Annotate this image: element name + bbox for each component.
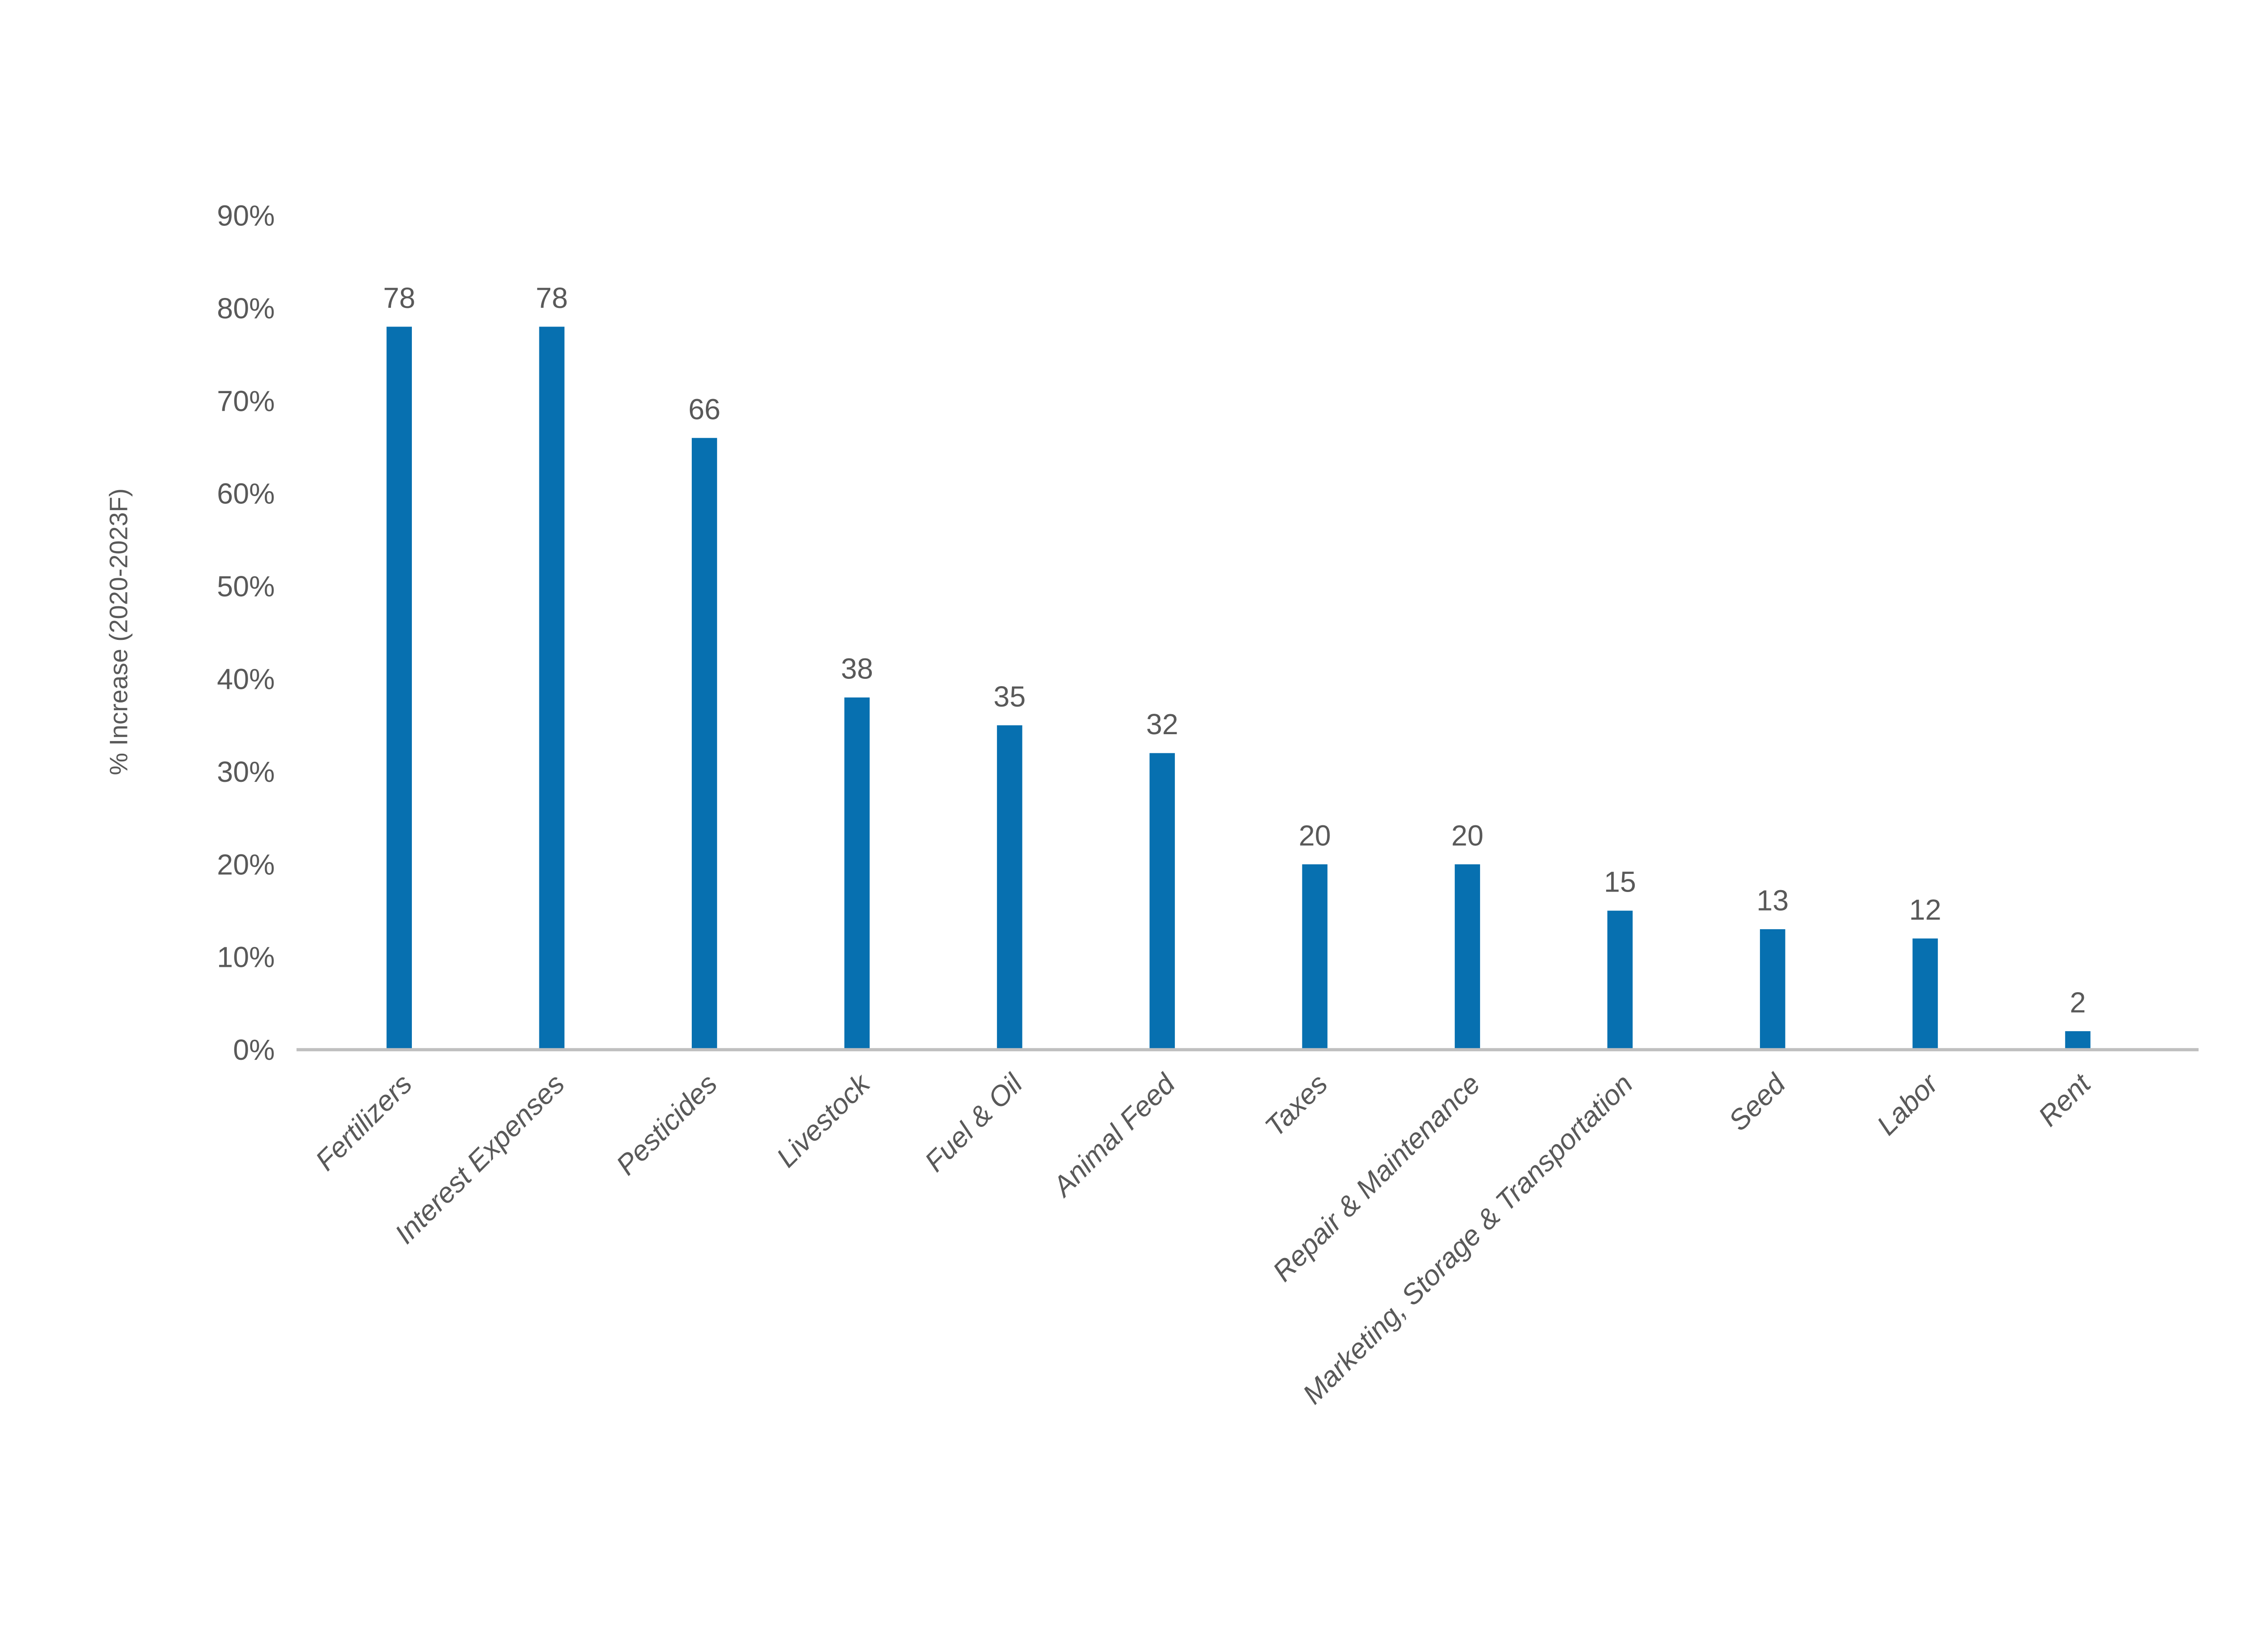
y-axis-tick-labels: 0% 10% 20% 30% 40% 50% 60% 70% 80% 90%: [217, 199, 275, 1066]
bar: [692, 438, 717, 1050]
bar-value-label: 35: [993, 680, 1026, 713]
bar-value-label: 66: [688, 393, 720, 425]
bar-value-label: 12: [1909, 893, 1941, 926]
bar: [2065, 1031, 2091, 1050]
bar-value-label: 78: [383, 282, 415, 314]
x-category-label: Fuel & Oil: [919, 1067, 1029, 1178]
x-category-label: Livestock: [771, 1067, 877, 1174]
bar: [1607, 911, 1633, 1050]
x-category-label: Rent: [2033, 1067, 2098, 1133]
bar: [1912, 938, 1938, 1050]
y-tick-label: 0%: [233, 1033, 275, 1066]
x-category-label: Marketing, Storage & Transportation: [1297, 1068, 1639, 1410]
bar: [539, 327, 565, 1050]
bar: [1760, 929, 1785, 1050]
y-tick-label: 40%: [217, 663, 275, 695]
bar-value-label: 15: [1604, 866, 1636, 898]
bars-group: [386, 327, 2091, 1050]
y-tick-label: 10%: [217, 941, 275, 974]
y-axis-title: % Increase (2020-2023F): [104, 488, 133, 775]
y-tick-label: 80%: [217, 292, 275, 325]
y-tick-label: 90%: [217, 199, 275, 232]
y-tick-label: 50%: [217, 570, 275, 603]
x-category-label: Interest Expenses: [389, 1068, 571, 1250]
y-tick-label: 60%: [217, 478, 275, 510]
bar-value-label: 38: [841, 653, 873, 685]
bar-value-label: 20: [1452, 819, 1484, 852]
x-category-label: Taxes: [1259, 1068, 1334, 1143]
y-tick-label: 20%: [217, 848, 275, 881]
y-tick-label: 30%: [217, 756, 275, 788]
bar: [997, 725, 1022, 1050]
bar: [1302, 864, 1328, 1050]
bar-value-labels: 78 78 66 38 35 32 20 20 15 13 12 2: [383, 282, 2086, 1019]
bar-value-label: 78: [536, 282, 568, 314]
bar-value-label: 13: [1756, 884, 1789, 917]
bar: [844, 697, 870, 1050]
bar: [386, 327, 412, 1050]
bar-value-label: 32: [1146, 708, 1178, 741]
x-category-label: Fertilizers: [310, 1068, 418, 1177]
bar: [1149, 753, 1175, 1050]
bar-value-label: 20: [1299, 819, 1331, 852]
bar-value-label: 2: [2070, 986, 2086, 1019]
x-category-label: Seed: [1723, 1067, 1792, 1137]
x-category-label: Animal Feed: [1046, 1067, 1182, 1204]
y-tick-label: 70%: [217, 385, 275, 417]
x-category-label: Labor: [1871, 1067, 1945, 1141]
bar: [1455, 864, 1480, 1050]
x-category-label: Pesticides: [611, 1068, 723, 1181]
